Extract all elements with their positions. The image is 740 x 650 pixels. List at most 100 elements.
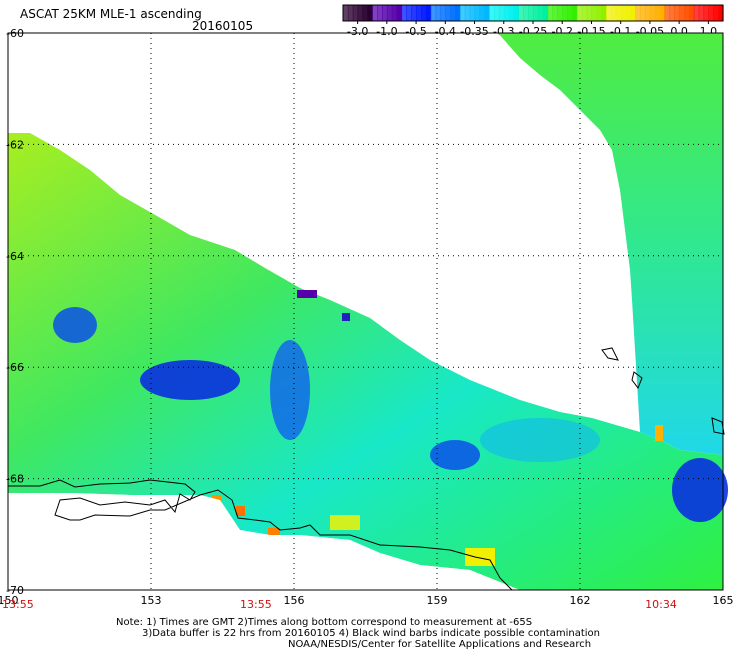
colorbar-swatch: [484, 5, 490, 21]
island-outline: [711, 417, 725, 435]
note-line-2: 3)Data buffer is 22 hrs from 20160105 4)…: [142, 628, 600, 639]
colorbar-swatch: [479, 5, 485, 21]
colorbar-swatch: [552, 5, 558, 21]
note-line-1: Note: 1) Times are GMT 2)Times along bot…: [116, 617, 532, 628]
colorbar-swatch: [372, 5, 378, 21]
western-swath: [8, 133, 723, 590]
warm-patch: [655, 425, 663, 441]
colorbar-swatch: [401, 5, 407, 21]
colorbar-swatch: [645, 5, 651, 21]
x-tick-label: 156: [284, 594, 305, 607]
eastern-swath: [498, 33, 723, 455]
colorbar-swatch: [708, 5, 714, 21]
colorbar-swatch: [518, 5, 524, 21]
colorbar-swatch: [523, 5, 529, 21]
colorbar-swatch: [357, 5, 364, 21]
colorbar-swatch: [630, 5, 636, 21]
time-label: 13:55: [2, 598, 34, 611]
y-tick-label: -66: [6, 361, 24, 374]
x-tick-label: 159: [427, 594, 448, 607]
colorbar-swatch: [713, 5, 719, 21]
low-value-blob: [270, 340, 310, 440]
colorbar-swatch: [352, 5, 359, 21]
colorbar-swatch: [703, 5, 709, 21]
colorbar-swatch: [420, 5, 427, 21]
colorbar-swatch: [654, 5, 661, 21]
colorbar-swatch: [586, 5, 593, 21]
colorbar-swatch: [528, 5, 534, 21]
time-label: 10:34: [645, 598, 677, 611]
colorbar-label: -3.0: [347, 25, 368, 38]
colorbar-swatch: [343, 5, 349, 21]
colorbar-swatch: [362, 5, 368, 21]
y-tick-label: -70: [6, 584, 24, 597]
colorbar-swatch: [459, 5, 466, 21]
colorbar-label: -1.0: [376, 25, 397, 38]
colorbar-swatch: [659, 5, 666, 21]
colorbar-swatch: [455, 5, 461, 21]
colorbar-swatch: [445, 5, 451, 21]
warm-patch: [268, 528, 280, 536]
x-tick-label: 165: [713, 594, 734, 607]
colorbar-swatch: [547, 5, 554, 21]
colorbar-label: -0.35: [460, 25, 488, 38]
colorbar-swatch: [396, 5, 403, 21]
colorbar-swatch: [435, 5, 442, 21]
x-tick-label: 162: [570, 594, 591, 607]
extreme-low-cell: [297, 290, 317, 298]
colorbar-swatch: [669, 5, 675, 21]
colorbar-swatch: [498, 5, 505, 21]
colorbar-swatch: [533, 5, 539, 21]
colorbar-swatch: [474, 5, 481, 21]
colorbar-swatch: [606, 5, 612, 21]
plot-frame: [7, 32, 724, 591]
x-axis-ticks: 150 153 156 159 162 165: [0, 594, 734, 607]
colorbar-swatch: [649, 5, 656, 21]
time-label: 13:55: [240, 598, 272, 611]
y-tick-label: -68: [6, 473, 24, 486]
colorbar-swatch: [450, 5, 456, 21]
colorbar-swatch: [581, 5, 588, 21]
note-line-3: NOAA/NESDIS/Center for Satellite Applica…: [288, 639, 591, 650]
colorbar-swatch: [698, 5, 705, 21]
colorbar-swatch: [562, 5, 568, 21]
low-value-blob: [480, 418, 600, 462]
colorbar-swatch: [596, 5, 602, 21]
colorbar-swatch: [718, 5, 724, 21]
colorbar-swatch: [513, 5, 519, 21]
colorbar-swatch: [615, 5, 622, 21]
colorbar-swatch: [635, 5, 641, 21]
warm-patch: [236, 506, 245, 516]
x-tick-label: 150: [0, 594, 19, 607]
colorbar-swatch: [591, 5, 597, 21]
colorbar-swatch: [679, 5, 685, 21]
colorbar-swatch: [377, 5, 383, 21]
colorbar-swatch: [440, 5, 446, 21]
colorbar-swatch: [567, 5, 573, 21]
warm-patch: [465, 548, 495, 566]
colorbar-swatch: [640, 5, 646, 21]
extreme-low-cell: [342, 313, 350, 321]
low-value-blob: [672, 458, 728, 522]
colorbar-swatch: [508, 5, 515, 21]
colorbar-swatch: [464, 5, 471, 21]
colorbar-label: -0.4: [435, 25, 456, 38]
colorbar-swatch: [601, 5, 607, 21]
y-tick-label: -62: [6, 138, 24, 151]
colorbar: -3.0 -1.0 -0.5 -0.4 -0.35 -0.3 -0.25 -0.2 -0.15-…: [342, 4, 724, 38]
colorbar-swatch: [367, 5, 373, 21]
y-axis-ticks: -60 -62 -64 -66 -68 -70: [6, 27, 24, 597]
colorbar-swatch: [674, 5, 680, 21]
colorbar-swatch: [386, 5, 393, 21]
colorbar-swatch: [381, 5, 388, 21]
colorbar-swatch: [489, 5, 495, 21]
low-value-blob: [140, 360, 240, 400]
warm-patch: [330, 515, 360, 530]
y-tick-label: -64: [6, 250, 24, 263]
colorbar-swatch: [576, 5, 583, 21]
colorbar-swatch: [610, 5, 617, 21]
colorbar-swatch: [542, 5, 549, 21]
island-outline: [601, 347, 619, 361]
colorbar-swatch: [503, 5, 510, 21]
